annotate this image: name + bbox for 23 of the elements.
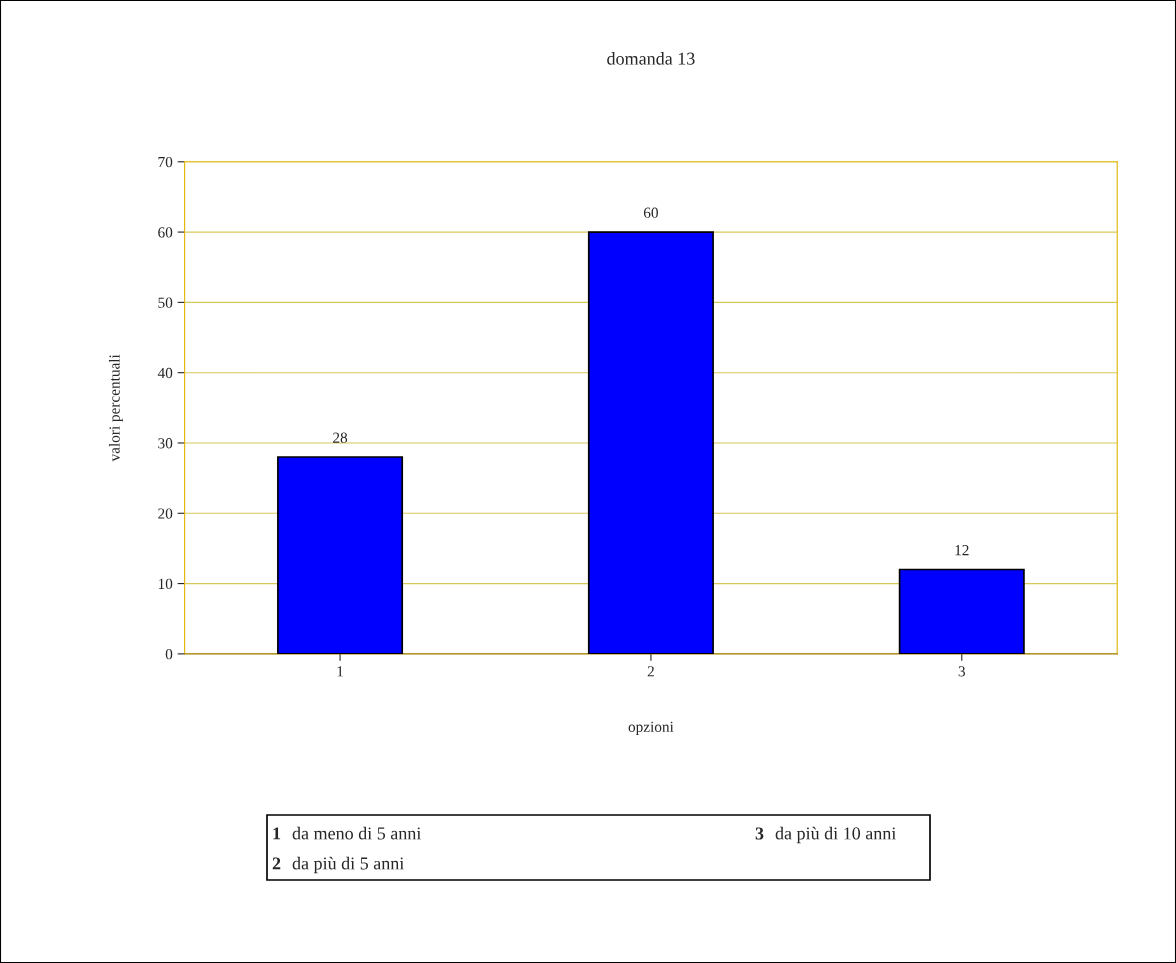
x-tick-label: 3 <box>958 666 965 677</box>
text: 3 da più di 10 anni <box>755 826 897 844</box>
y-tick-label: 50 <box>158 297 173 308</box>
x-tick-label: 2 <box>647 666 654 677</box>
data-label: 12 <box>955 545 969 556</box>
bar <box>277 456 404 654</box>
text: 1 da meno di 5 anni <box>273 826 422 840</box>
y-tick-label: 40 <box>157 367 173 379</box>
x-tick-label: 1 <box>337 666 343 677</box>
x-axis-title: opzioni <box>628 721 674 736</box>
data-label: 28 <box>333 432 348 443</box>
y-tick-label: 70 <box>158 156 173 168</box>
y-tick-label: 0 <box>165 649 173 660</box>
y-tick-label: 30 <box>158 438 173 449</box>
text: 2 da più di 5 anni <box>272 856 404 874</box>
bar <box>898 568 1025 654</box>
y-axis-title: valori percentuali <box>108 354 123 462</box>
chart-title: domanda 13 <box>607 52 695 65</box>
y-tick-label: 10 <box>158 578 173 590</box>
y-tick-label: 60 <box>158 227 173 238</box>
data-label: 60 <box>643 207 658 218</box>
y-tick-label: 20 <box>158 508 173 519</box>
bar <box>587 231 714 654</box>
